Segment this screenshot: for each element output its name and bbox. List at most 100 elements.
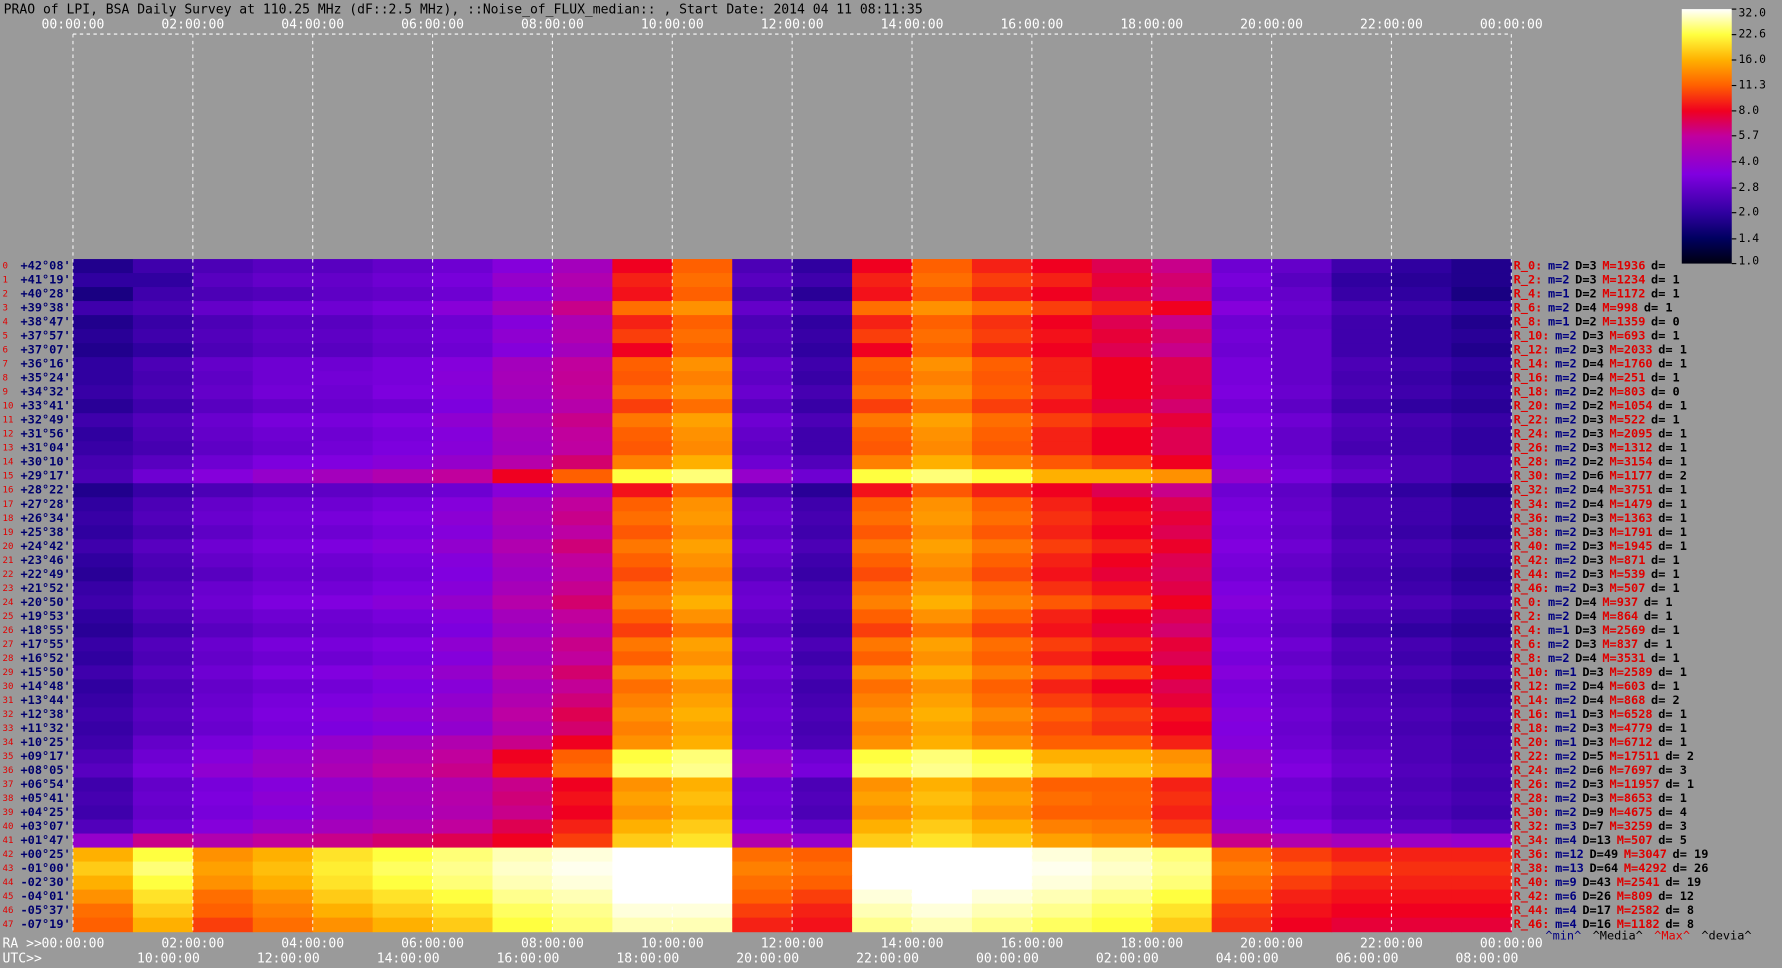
heatmap-cell xyxy=(1211,707,1273,723)
heatmap-cell xyxy=(912,833,973,849)
heatmap-cell xyxy=(971,679,1033,694)
heatmap-cell xyxy=(1151,343,1213,358)
stat-text: M=4779 xyxy=(1610,721,1653,735)
heatmap-cell xyxy=(612,693,673,709)
heatmap-cell xyxy=(1151,413,1213,428)
heatmap-cell xyxy=(192,399,254,414)
heatmap-cell xyxy=(912,343,973,358)
heatmap-cell xyxy=(912,371,973,386)
stat-text: R_8: xyxy=(1514,315,1543,330)
heatmap-cell xyxy=(971,539,1033,554)
heatmap-cell xyxy=(792,917,853,933)
heatmap-cell xyxy=(1391,917,1452,933)
heatmap-cell xyxy=(1271,301,1333,316)
heatmap-cell xyxy=(372,553,434,568)
heatmap-cell xyxy=(732,497,793,512)
heatmap-cell xyxy=(1031,651,1093,666)
heatmap-cell xyxy=(1151,735,1213,751)
heatmap-cell xyxy=(1091,511,1153,526)
heatmap-cell xyxy=(672,875,733,891)
heatmap-cell xyxy=(552,371,613,386)
heatmap-cell xyxy=(912,749,973,765)
stat-text: M=1791 xyxy=(1610,525,1653,539)
top-tick-label: 16:00:00 xyxy=(1000,17,1063,32)
colorbar-tick-label: 16.0 xyxy=(1739,52,1767,66)
heatmap-cell xyxy=(971,665,1033,680)
heatmap-cell xyxy=(1391,861,1452,877)
stat-text: R_24: xyxy=(1514,763,1550,778)
heatmap-cell xyxy=(1271,567,1333,582)
stat-text: m=1 xyxy=(1548,287,1570,301)
row-number: 11 xyxy=(3,416,14,426)
heatmap-cell xyxy=(552,847,613,863)
row-label: +34°32' xyxy=(21,385,71,399)
heatmap-cell xyxy=(312,777,374,793)
stat-text: d= 1 xyxy=(1658,427,1687,441)
heatmap-cell xyxy=(1091,497,1153,512)
heatmap-cell xyxy=(72,721,134,737)
heatmap-cell xyxy=(492,553,553,568)
stat-text: d= 2 xyxy=(1665,749,1694,763)
heatmap-cell xyxy=(312,749,374,765)
stat-text: D=6 xyxy=(1582,469,1604,483)
heatmap-cell xyxy=(1211,833,1273,849)
heatmap-cell xyxy=(1451,595,1512,610)
heatmap-cell xyxy=(192,651,254,666)
utc-tick-label: 04:00:00 xyxy=(1216,951,1279,966)
heatmap-cell xyxy=(672,595,733,610)
heatmap-cell xyxy=(492,763,553,779)
heatmap-cell xyxy=(132,777,194,793)
heatmap-cell xyxy=(732,273,793,288)
heatmap-cell xyxy=(732,469,793,484)
heatmap-cell xyxy=(1031,371,1093,386)
heatmap xyxy=(72,259,1512,933)
heatmap-cell xyxy=(72,413,134,428)
heatmap-cell xyxy=(1151,483,1213,498)
heatmap-cell xyxy=(1391,581,1452,596)
heatmap-cell xyxy=(852,273,913,288)
heatmap-cell xyxy=(1391,679,1452,694)
stat-text: m=2 xyxy=(1555,455,1577,469)
heatmap-cell xyxy=(1451,567,1512,582)
heatmap-cell xyxy=(492,819,553,835)
heatmap-cell xyxy=(612,553,673,568)
heatmap-cell xyxy=(612,567,673,582)
heatmap-cell xyxy=(852,693,913,709)
heatmap-cell xyxy=(1091,665,1153,680)
heatmap-cell xyxy=(492,623,553,638)
heatmap-cell xyxy=(372,833,434,849)
row-number: 25 xyxy=(3,612,14,622)
heatmap-cell xyxy=(252,413,314,428)
row-label: +15°50' xyxy=(21,665,71,679)
stat-text: R_18: xyxy=(1514,721,1550,736)
heatmap-cell xyxy=(852,413,913,428)
heatmap-cell xyxy=(132,567,194,582)
heatmap-cell xyxy=(672,805,733,821)
heatmap-cell xyxy=(1331,385,1393,400)
stat-text: m=2 xyxy=(1555,567,1577,581)
heatmap-cell xyxy=(1451,861,1512,877)
heatmap-cell xyxy=(1091,819,1153,835)
stat-text: M=539 xyxy=(1610,567,1646,581)
heatmap-cell xyxy=(1151,833,1213,849)
heatmap-cell xyxy=(552,567,613,582)
heatmap-cell xyxy=(971,371,1033,386)
heatmap-cell xyxy=(252,259,314,274)
heatmap-cell xyxy=(912,805,973,821)
heatmap-cell xyxy=(612,301,673,316)
heatmap-cell xyxy=(1151,903,1213,919)
row-number: 32 xyxy=(3,710,14,720)
heatmap-cell xyxy=(1091,287,1153,302)
stat-text: D=3 xyxy=(1575,259,1597,273)
stat-text: d= 1 xyxy=(1658,525,1687,539)
heatmap-cell xyxy=(432,707,494,723)
heatmap-cell xyxy=(672,735,733,751)
heatmap-cell xyxy=(1151,385,1213,400)
heatmap-cell xyxy=(1211,693,1273,709)
row-number: 42 xyxy=(3,850,14,860)
heatmap-cell xyxy=(1031,581,1093,596)
heatmap-cell xyxy=(492,875,553,891)
heatmap-cell xyxy=(252,511,314,526)
heatmap-cell xyxy=(971,287,1033,302)
